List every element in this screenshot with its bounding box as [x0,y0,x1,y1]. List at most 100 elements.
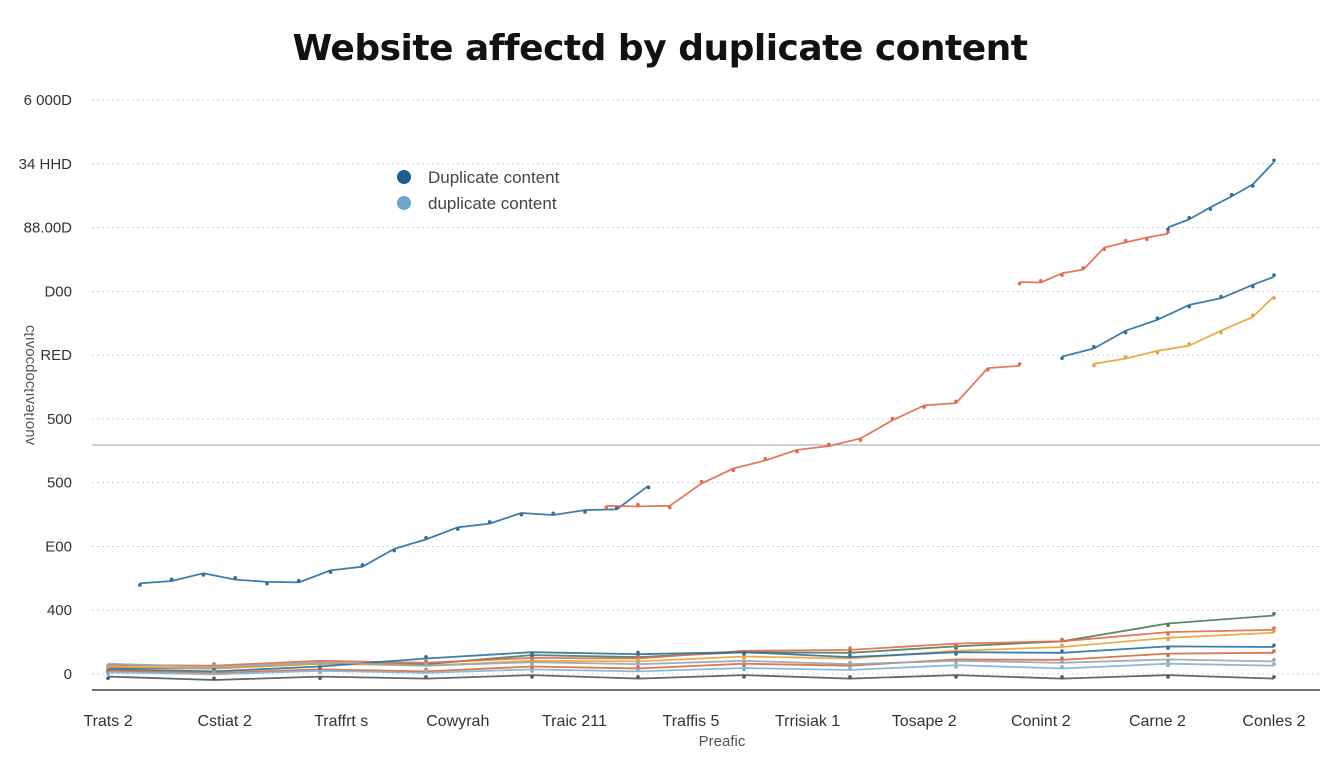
series-5-point [1155,350,1160,355]
x-axis-label: Preafic [699,733,746,750]
y-tick-label: 500 [47,411,72,428]
series-4-point [1219,294,1223,299]
series-12-point [848,675,852,679]
series-12-point [212,676,216,681]
series-13-point [106,663,110,668]
series-2-point [1017,281,1022,286]
x-tick-labels: Trats 2 Cstiat 2 Traffrt s Cowyrah Traic 211… [83,713,1305,730]
series-12-point [636,675,640,679]
series-7-point [1272,626,1276,630]
series-1-point [827,442,831,447]
series-line-12 [107,674,1275,681]
series-0-point [392,548,397,553]
series-5-point [1123,355,1128,359]
y-tick-label: 400 [47,602,72,619]
series-0-point [456,527,460,531]
series-9-point [742,652,746,656]
series-6-point [1272,611,1276,616]
x-tick-label: Traffrt s [314,713,368,730]
series-10-point [1060,656,1064,661]
series-7-point [424,659,428,663]
grid-lines [92,99,1320,691]
series-0-point [583,510,587,514]
series-6-point [954,646,958,650]
series-11-point [848,666,852,671]
series-11-point [1272,662,1276,666]
chart-title: Website affectd by duplicate content [292,28,1029,69]
series-10-point [1166,653,1170,658]
y-tick-label: 34 HHD [19,156,73,173]
series-line-10 [107,651,1275,674]
series-0-point [328,570,333,574]
series-1-point [699,479,704,484]
series-line-8 [107,631,1275,670]
series-10-point [742,663,746,668]
series-13-point [1166,659,1170,663]
series-0-point [487,520,492,524]
series-11-point [424,669,428,673]
series-9-point [1166,646,1170,650]
series-0-point [519,512,524,517]
series-10-point [1272,649,1276,653]
series-3-point [1208,207,1213,211]
series-1-point [890,416,895,421]
series-5-point [1187,342,1191,346]
series-13-point [530,662,534,666]
series-3-point [1187,215,1191,220]
x-tick-label: Carne 2 [1129,713,1186,730]
series-0-point [424,535,428,540]
series-line-4 [1061,275,1275,358]
series-13-point [954,660,958,665]
series-9-point [954,652,958,656]
series-11-point [742,667,746,672]
series-1-point [986,367,990,372]
y-tick-label: 500 [47,475,72,492]
series-12-point [1272,675,1276,679]
series-11-point [1060,665,1064,669]
series-1-point [731,468,736,473]
series-8-point [636,657,640,662]
series-1-point [668,505,672,510]
series-1-point [795,449,799,454]
series-11-point [530,669,534,673]
series-4-point [1272,273,1276,277]
x-tick-label: Tosape 2 [892,713,957,730]
y-tick-label: D00 [44,283,72,300]
series-8-point [1272,629,1276,633]
series-13-point [742,660,746,665]
series-9-point [848,653,852,658]
x-tick-label: Cstiat 2 [197,713,251,730]
series-8-point [1166,637,1170,642]
series-2-point [1039,279,1043,283]
series-11-point [636,667,640,672]
series-11-point [954,665,958,669]
series-13-point [1272,657,1276,662]
legend: Duplicate content duplicate content [397,168,560,213]
x-tick-label: Trrisiak 1 [775,713,840,730]
series-7-point [636,654,640,659]
legend-marker-0 [397,170,411,184]
series-5-point [1219,330,1223,335]
series-1-point [604,505,608,510]
series-11-point [212,670,216,675]
series-lines [106,158,1276,681]
series-3-point [1166,227,1170,231]
series-13-point [1060,659,1064,663]
x-tick-label: Cowyrah [426,713,489,730]
series-12-point [318,676,322,681]
x-tick-label: Traic 211 [542,713,607,730]
y-tick-label: E00 [45,538,72,555]
series-line-9 [107,645,1275,673]
series-1-point [636,502,640,507]
series-1-point [954,399,958,404]
series-3-point [1251,184,1255,188]
series-1-point [1017,362,1022,366]
x-tick-label: Conint 2 [1011,713,1071,730]
series-9-point [1060,649,1064,653]
series-0-point [138,583,142,587]
series-1-point [763,456,767,461]
series-10-point [636,665,640,669]
series-line-6 [107,614,1275,670]
series-5-point [1092,363,1096,368]
series-12-point [742,675,746,679]
